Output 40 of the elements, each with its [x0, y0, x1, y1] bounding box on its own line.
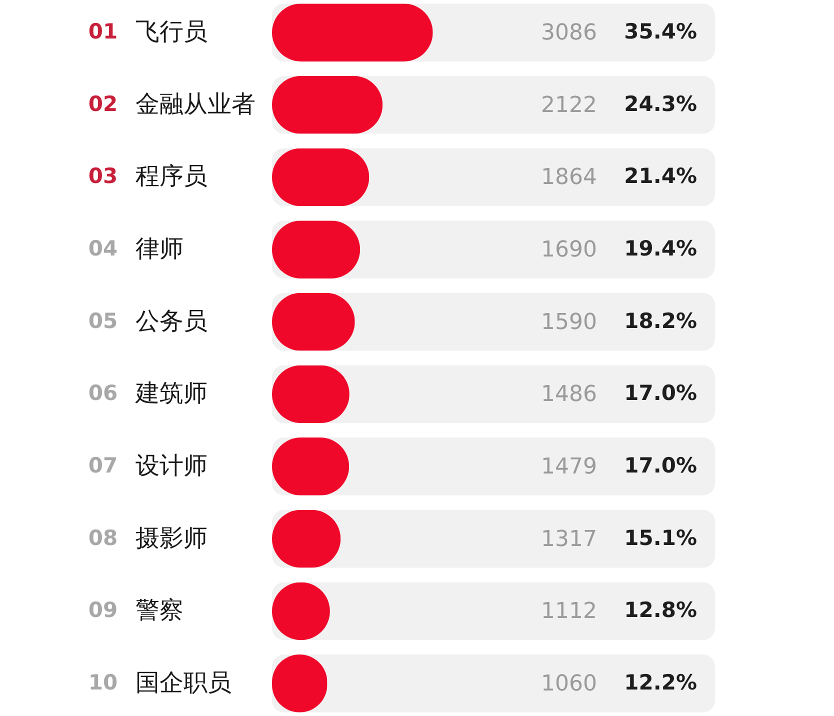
y-tick-label: 飞行员	[136, 18, 208, 46]
annotation: 17.0%	[624, 381, 697, 406]
text: 09	[88, 598, 118, 622]
annotation: 21.4%	[624, 164, 697, 188]
y-tick-label: 金融从业者	[136, 90, 256, 118]
text: 02	[88, 92, 118, 116]
y-tick-label: 警察	[136, 596, 184, 624]
annotation: 24.3%	[624, 92, 697, 116]
y-tick-label: 公务员	[136, 306, 208, 335]
y-tick-label: 国企职员	[136, 668, 232, 696]
data-label: 1486	[541, 382, 597, 408]
y-tick-label: 律师	[136, 234, 184, 263]
text: 07	[88, 453, 118, 478]
data-label: 3086	[541, 20, 597, 46]
y-tick-label: 设计师	[136, 451, 208, 480]
text: 03	[88, 164, 118, 188]
text: 06	[88, 381, 118, 406]
text: 05	[88, 308, 118, 333]
annotation: 35.4%	[624, 20, 697, 44]
text: 08	[88, 526, 118, 550]
y-tick-label: 摄影师	[136, 524, 208, 552]
data-label: 1864	[541, 165, 597, 190]
text: 10	[88, 670, 118, 694]
data-label: 1317	[541, 526, 597, 552]
data-label: 1690	[541, 238, 597, 263]
data-label: 2122	[541, 92, 597, 118]
annotation: 15.1%	[624, 526, 697, 550]
annotation: 18.2%	[624, 308, 697, 333]
text: 01	[88, 20, 118, 44]
data-label: 1112	[541, 599, 597, 624]
y-tick-label: 建筑师	[134, 379, 208, 408]
data-label: 1590	[541, 310, 597, 335]
annotation: 17.0%	[624, 453, 697, 478]
data-label: 1479	[541, 454, 597, 480]
data-label: 1060	[541, 671, 597, 696]
y-tick-label: 程序员	[136, 162, 208, 190]
text: 04	[88, 236, 118, 261]
annotation: 19.4%	[624, 236, 697, 261]
annotation: 12.8%	[624, 598, 697, 622]
annotation: 12.2%	[624, 670, 697, 694]
